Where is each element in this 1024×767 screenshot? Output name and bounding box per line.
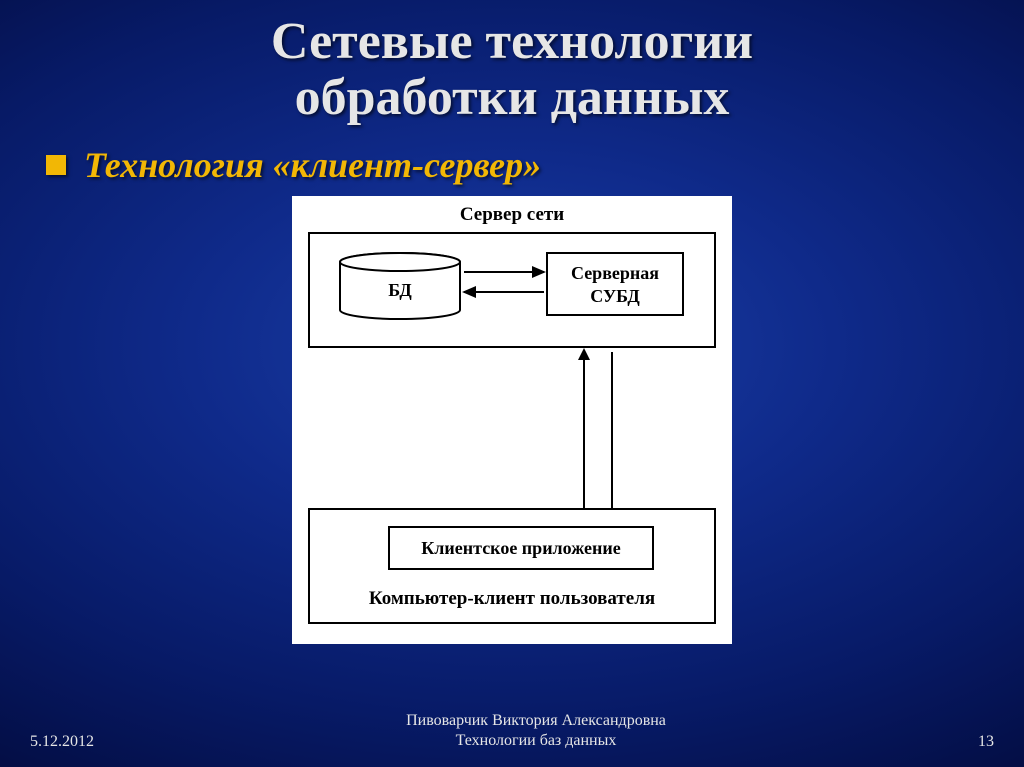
title-line-2: обработки данных bbox=[295, 69, 730, 126]
slide-title: Сетевые технологии обработки данных bbox=[0, 0, 1024, 126]
arrow-server-client bbox=[574, 348, 622, 528]
slide-footer: 5.12.2012 Пивоварчик Виктория Александро… bbox=[0, 711, 1024, 751]
diagram-container: Сервер сети БД Серверная СУБД bbox=[0, 196, 1024, 644]
footer-page: 13 bbox=[978, 733, 994, 751]
client-server-diagram: Сервер сети БД Серверная СУБД bbox=[292, 196, 732, 644]
bullet-text: Технология «клиент-сервер» bbox=[84, 144, 541, 186]
footer-subject: Технологии баз данных bbox=[456, 732, 617, 749]
client-title: Компьютер-клиент пользователя bbox=[308, 588, 716, 610]
client-app-label: Клиентское приложение bbox=[421, 538, 621, 559]
bullet-row: Технология «клиент-сервер» bbox=[46, 144, 1024, 186]
slide-root: Сетевые технологии обработки данных Техн… bbox=[0, 0, 1024, 767]
dbms-box: Серверная СУБД bbox=[546, 252, 684, 316]
dbms-label: Серверная СУБД bbox=[548, 254, 682, 307]
bullet-icon bbox=[46, 155, 66, 175]
server-title: Сервер сети bbox=[292, 204, 732, 226]
db-label: БД bbox=[338, 280, 462, 301]
dbms-line1: Серверная bbox=[571, 263, 659, 283]
footer-author: Пивоварчик Виктория Александровна bbox=[406, 712, 666, 729]
dbms-line2: СУБД bbox=[590, 286, 640, 306]
title-line-1: Сетевые технологии bbox=[271, 13, 753, 70]
client-app-box: Клиентское приложение bbox=[388, 526, 654, 570]
arrow-db-dbms bbox=[462, 262, 546, 302]
footer-date: 5.12.2012 bbox=[30, 733, 94, 751]
footer-center: Пивоварчик Виктория Александровна Технол… bbox=[94, 711, 978, 751]
